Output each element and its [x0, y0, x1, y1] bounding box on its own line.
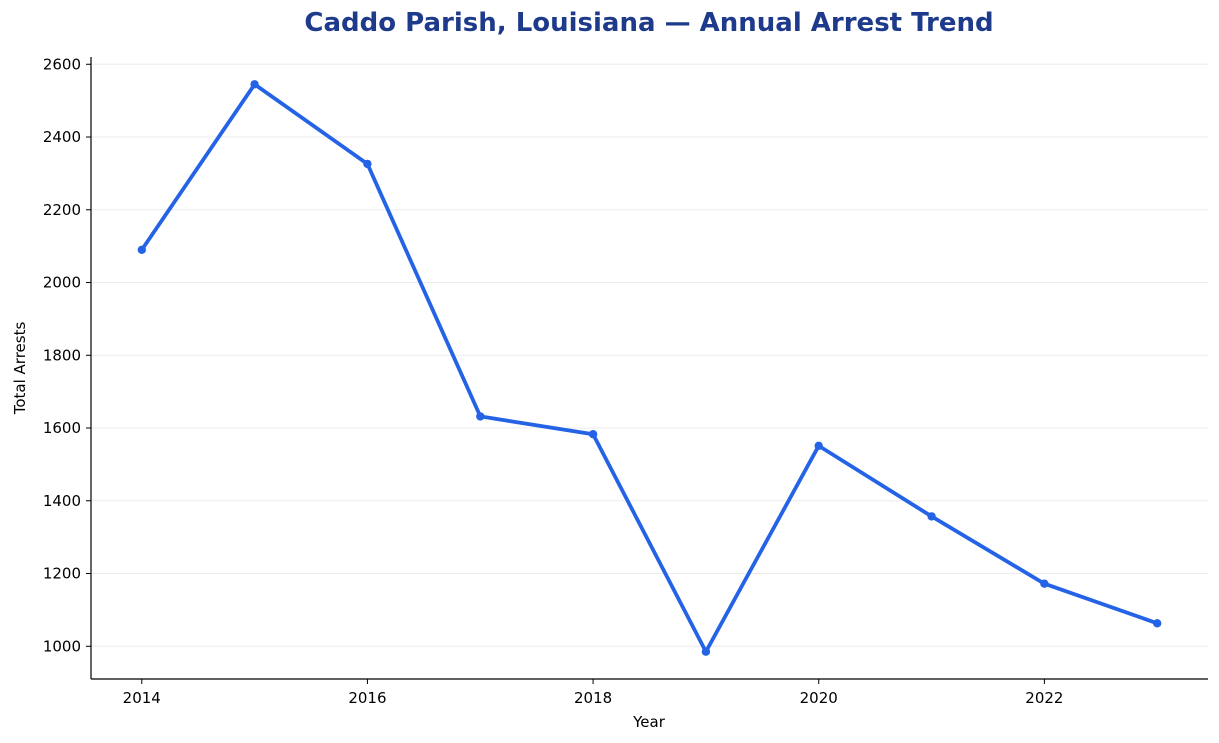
y-tick-label-5: 2000 — [43, 274, 81, 292]
axes — [90, 57, 1208, 680]
y-tick-label-3: 1600 — [43, 419, 81, 437]
data-point-2023 — [1153, 619, 1162, 628]
data-point-2017 — [476, 412, 485, 421]
x-tick-label-4: 2022 — [1025, 689, 1063, 707]
x-tick-label-2: 2018 — [574, 689, 612, 707]
y-tick-label-2: 1400 — [43, 492, 81, 510]
chart-title: Caddo Parish, Louisiana — Annual Arrest … — [304, 8, 993, 38]
y-tick-label-6: 2200 — [43, 201, 81, 219]
data-point-2014 — [137, 245, 146, 254]
data-point-2016 — [363, 159, 372, 169]
data-point-2021 — [927, 512, 936, 521]
y-axis-ticks: 1000 1200 1400 1600 1800 2000 2200 2400 2600 — [43, 55, 91, 655]
data-point-2020 — [814, 441, 823, 450]
grid-lines — [91, 63, 1208, 647]
x-tick-label-0: 2014 — [123, 689, 161, 707]
y-tick-label-8: 2600 — [43, 55, 81, 73]
data-point-2019 — [701, 647, 711, 656]
data-point-2015 — [250, 80, 259, 89]
y-tick-label-0: 1000 — [43, 637, 81, 655]
y-tick-label-7: 2400 — [43, 128, 81, 146]
x-axis-label: Year — [632, 713, 666, 731]
x-tick-label-1: 2016 — [348, 689, 386, 707]
data-point-2018 — [588, 430, 598, 439]
y-tick-label-4: 1800 — [43, 346, 81, 364]
y-axis-label: Total Arrests — [11, 322, 29, 416]
series-line-0 — [139, 82, 1160, 654]
data-point-2022 — [1040, 579, 1049, 588]
x-axis-ticks: 2014 2016 2018 2020 2022 — [123, 679, 1063, 707]
y-tick-label-1: 1200 — [43, 565, 81, 583]
series-group — [137, 80, 1162, 656]
x-tick-label-3: 2020 — [800, 689, 838, 707]
